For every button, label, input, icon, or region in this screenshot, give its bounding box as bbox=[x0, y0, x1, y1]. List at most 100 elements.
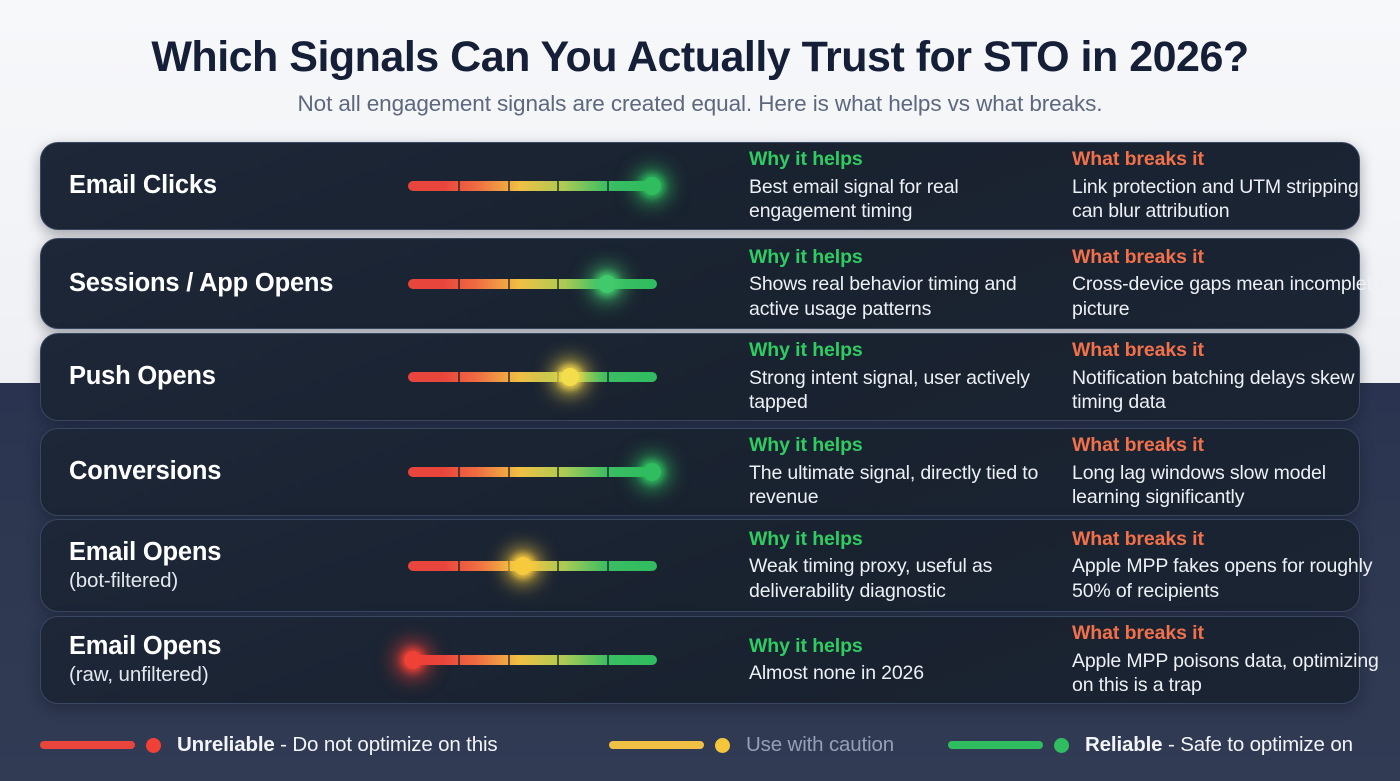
meter-divider bbox=[557, 278, 560, 289]
legend-bar-reliable-icon bbox=[948, 741, 1043, 749]
meter-value-dot bbox=[643, 463, 662, 481]
signal-row-inner: Sessions / App Opens Why it helps Shows re… bbox=[41, 239, 1383, 328]
why-it-helps-column: Why it helps Strong intent signal, user a… bbox=[749, 334, 1061, 420]
why-it-helps-text: The ultimate signal, directly tied to re… bbox=[749, 461, 1039, 509]
why-it-helps-text: Weak timing proxy, useful as deliverabil… bbox=[749, 555, 993, 602]
legend-dot-reliable-icon bbox=[1054, 737, 1069, 753]
signal-name-qualifier: (raw, unfiltered) bbox=[69, 663, 209, 687]
meter-divider bbox=[457, 467, 460, 477]
meter-wrap bbox=[408, 272, 657, 296]
legend-label-reliable-strong: Reliable bbox=[1085, 733, 1163, 756]
meter-divider bbox=[607, 560, 610, 571]
reliability-meter bbox=[403, 617, 708, 703]
legend-dot-unreliable-icon bbox=[146, 737, 161, 753]
signal-name: Sessions / App Opens bbox=[69, 268, 334, 297]
what-breaks-it-text: Apple MPP fakes opens for roughly 50% of… bbox=[1072, 555, 1373, 602]
legend-bar-caution-icon bbox=[609, 741, 704, 749]
signal-label-column: Push Opens bbox=[69, 334, 409, 420]
legend-desc-reliable: - Safe to optimize on bbox=[1162, 733, 1353, 756]
what-breaks-it-text: Cross-device gaps mean incomplete pictur… bbox=[1072, 273, 1383, 320]
meter-divider bbox=[457, 181, 460, 191]
legend-bar-unreliable-icon bbox=[40, 741, 135, 749]
why-it-helps-heading: Why it helps bbox=[749, 148, 863, 171]
meter-wrap bbox=[408, 174, 662, 198]
what-breaks-it-heading: What breaks it bbox=[1072, 622, 1204, 645]
page-title: Which Signals Can You Actually Trust for… bbox=[151, 33, 1249, 81]
meter-track bbox=[408, 560, 657, 571]
meter-wrap bbox=[408, 554, 657, 578]
why-it-helps-column: Why it helps Almost none in 2026 bbox=[749, 617, 1061, 703]
reliability-meter bbox=[408, 429, 708, 515]
what-breaks-it-heading: What breaks it bbox=[1072, 148, 1204, 171]
meter-wrap bbox=[403, 648, 657, 672]
meter-divider bbox=[457, 560, 460, 571]
legend: Unreliable - Do not optimize on this Use… bbox=[0, 724, 1400, 766]
meter-divider bbox=[507, 278, 510, 289]
meter-value-dot bbox=[403, 651, 422, 669]
signal-row-inner: Email Opens (bot-filtered) Why it helps Wea… bbox=[41, 520, 1373, 611]
what-breaks-it-column: What breaks it Long lag windows slow mode… bbox=[1072, 429, 1390, 515]
what-breaks-it-column: What breaks it Apple MPP poisons data, op… bbox=[1072, 617, 1390, 703]
meter-divider bbox=[557, 655, 560, 665]
signal-row-inner: Email Clicks Why it helps Best email signa… bbox=[41, 143, 1359, 229]
what-breaks-it-heading: What breaks it bbox=[1072, 245, 1204, 268]
meter-divider bbox=[457, 278, 460, 289]
meter-divider bbox=[607, 181, 610, 191]
what-breaks-it-column: What breaks it Cross-device gaps mean inc… bbox=[1072, 239, 1390, 328]
what-breaks-it-text: Long lag windows slow model learning sig… bbox=[1072, 461, 1326, 509]
why-it-helps-heading: Why it helps bbox=[749, 245, 863, 268]
why-it-helps-column: Why it helps Weak timing proxy, useful as… bbox=[749, 520, 1061, 611]
signal-name: Push Opens bbox=[69, 362, 216, 391]
meter-track bbox=[408, 181, 657, 191]
reliability-meter bbox=[408, 239, 708, 328]
meter-track bbox=[408, 278, 657, 289]
legend-label-unreliable-strong: Unreliable bbox=[177, 733, 275, 756]
meter-value-dot bbox=[643, 177, 662, 195]
signal-name: Email Opens bbox=[69, 537, 222, 566]
what-breaks-it-text: Notification batching delays skew timing… bbox=[1072, 366, 1355, 414]
signal-label-column: Email Opens (bot-filtered) bbox=[69, 520, 409, 611]
legend-item-unreliable: Unreliable - Do not optimize on this bbox=[40, 724, 498, 766]
reliability-meter bbox=[408, 520, 708, 611]
why-it-helps-column: Why it helps The ultimate signal, directl… bbox=[749, 429, 1061, 515]
meter-track bbox=[408, 467, 657, 477]
meter-wrap bbox=[408, 460, 662, 484]
why-it-helps-text: Best email signal for real engagement ti… bbox=[749, 175, 959, 223]
why-it-helps-column: Why it helps Shows real behavior timing a… bbox=[749, 239, 1061, 328]
why-it-helps-heading: Why it helps bbox=[749, 527, 863, 550]
why-it-helps-heading: Why it helps bbox=[749, 339, 863, 362]
signal-label-column: Sessions / App Opens bbox=[69, 239, 409, 328]
meter-divider bbox=[507, 372, 510, 382]
signal-label-column: Email Opens (raw, unfiltered) bbox=[69, 617, 409, 703]
legend-dot-caution-icon bbox=[715, 737, 730, 753]
reliability-meter bbox=[408, 334, 708, 420]
legend-desc-unreliable: - Do not optimize on this bbox=[274, 733, 498, 756]
meter-divider bbox=[507, 655, 510, 665]
signal-name: Conversions bbox=[69, 457, 222, 486]
why-it-helps-text: Strong intent signal, user actively tapp… bbox=[749, 366, 1030, 414]
meter-divider bbox=[607, 467, 610, 477]
signal-name: Email Opens bbox=[69, 632, 222, 661]
why-it-helps-heading: Why it helps bbox=[749, 634, 863, 657]
what-breaks-it-text: Apple MPP poisons data, optimizing on th… bbox=[1072, 649, 1379, 697]
why-it-helps-text: Shows real behavior timing and active us… bbox=[749, 273, 1017, 320]
meter-divider bbox=[557, 560, 560, 571]
what-breaks-it-text: Link protection and UTM stripping can bl… bbox=[1072, 175, 1359, 223]
signal-row: Email Opens (bot-filtered) Why it helps Wea… bbox=[40, 519, 1373, 612]
meter-track bbox=[408, 655, 657, 665]
what-breaks-it-column: What breaks it Link protection and UTM st… bbox=[1072, 143, 1390, 229]
signal-label-column: Email Clicks bbox=[69, 143, 409, 229]
meter-divider bbox=[507, 181, 510, 191]
meter-value-dot bbox=[598, 274, 617, 293]
signal-label-column: Conversions bbox=[69, 429, 409, 515]
signal-row-inner: Conversions Why it helps The ultimate sign… bbox=[41, 429, 1359, 515]
meter-divider bbox=[457, 372, 460, 382]
signal-row: Sessions / App Opens Why it helps Shows re… bbox=[40, 238, 1383, 329]
page-subtitle: Not all engagement signals are created e… bbox=[297, 91, 1103, 117]
what-breaks-it-heading: What breaks it bbox=[1072, 527, 1204, 550]
header: Which Signals Can You Actually Trust for… bbox=[0, 0, 1400, 117]
meter-track bbox=[408, 372, 657, 382]
signal-name-qualifier: (bot-filtered) bbox=[69, 568, 179, 592]
legend-label-unreliable: Unreliable - Do not optimize on this bbox=[177, 733, 498, 757]
